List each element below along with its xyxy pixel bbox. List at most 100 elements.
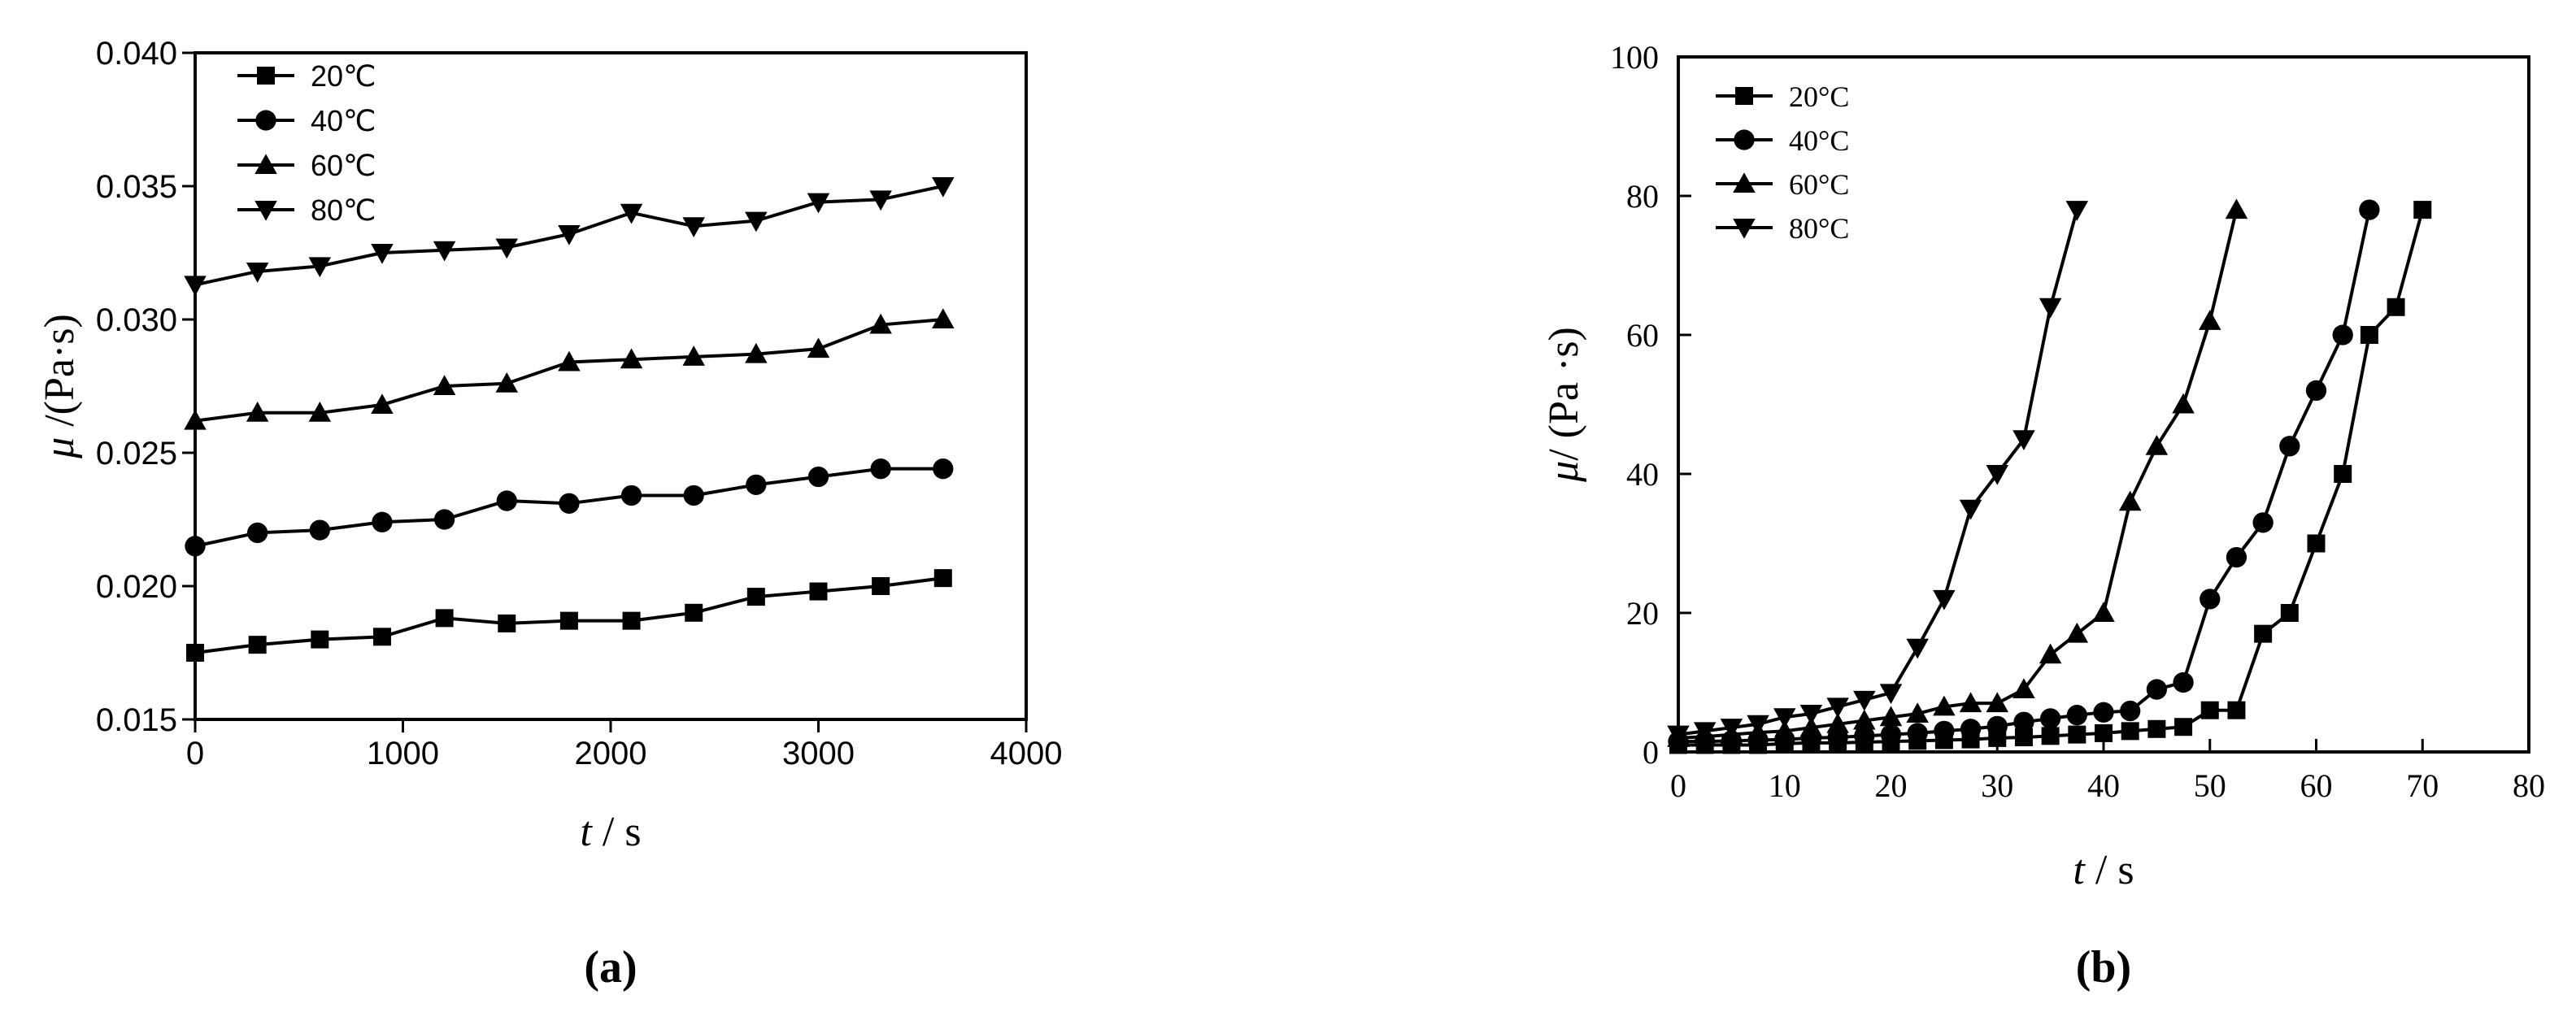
data-point xyxy=(372,511,393,532)
series-4 xyxy=(1667,201,2089,746)
y-tick-label: 100 xyxy=(1610,39,1659,76)
x-axis-title: t / s xyxy=(2073,847,2134,893)
data-point xyxy=(745,211,768,232)
data-point xyxy=(2279,436,2300,457)
data-point xyxy=(2387,298,2405,316)
series-line xyxy=(1677,209,2239,740)
data-point xyxy=(2065,622,2089,643)
data-point xyxy=(682,345,705,366)
data-point xyxy=(933,458,954,480)
data-point xyxy=(807,337,830,358)
series-3 xyxy=(1667,198,2248,747)
legend-marker xyxy=(1735,87,1753,105)
data-point xyxy=(371,244,394,264)
panel-label: (b) xyxy=(2076,942,2131,993)
y-tick-label: 0.040 xyxy=(96,36,177,72)
data-point xyxy=(2068,725,2086,744)
series-3 xyxy=(184,308,955,430)
data-point xyxy=(433,375,456,395)
data-point xyxy=(2013,711,2034,732)
data-point xyxy=(870,458,891,480)
series-line xyxy=(1678,209,2371,744)
data-point xyxy=(746,588,765,606)
legend-label: 60°C xyxy=(1789,168,1849,201)
data-point xyxy=(2039,708,2061,729)
x-tick-label: 20 xyxy=(1875,767,1908,804)
data-point xyxy=(433,509,455,530)
data-point xyxy=(559,611,578,630)
y-tick-label: 0 xyxy=(1643,734,1659,771)
data-point xyxy=(2334,465,2352,483)
y-tick-label: 20 xyxy=(1626,595,1659,632)
legend-label: 40℃ xyxy=(311,104,376,137)
data-point xyxy=(495,238,518,259)
data-point xyxy=(496,490,517,511)
data-point xyxy=(2200,589,2221,610)
data-point xyxy=(1693,722,1717,743)
data-point xyxy=(2173,671,2194,693)
legend-label: 20°C xyxy=(1789,80,1849,113)
data-point xyxy=(2092,602,2115,622)
data-point xyxy=(1854,725,1875,746)
series-4 xyxy=(184,177,955,297)
data-point xyxy=(932,308,955,328)
data-point xyxy=(1826,713,1849,733)
data-point xyxy=(1959,692,1982,713)
legend-marker xyxy=(255,201,277,221)
data-point xyxy=(372,628,391,646)
data-point xyxy=(2014,728,2033,747)
data-point xyxy=(2121,722,2139,741)
series-line xyxy=(1678,209,2425,747)
data-point xyxy=(2146,679,2168,700)
data-point xyxy=(685,603,703,622)
data-point xyxy=(1960,719,1982,740)
data-point xyxy=(622,611,641,630)
data-point xyxy=(1880,723,1902,745)
data-point xyxy=(495,371,518,393)
data-point xyxy=(2359,199,2380,220)
data-point xyxy=(2118,490,2142,511)
legend-marker xyxy=(257,67,275,85)
data-point xyxy=(1906,638,1929,659)
data-point xyxy=(1853,690,1876,711)
data-point xyxy=(309,519,330,541)
data-point xyxy=(2174,718,2193,736)
data-point xyxy=(247,522,268,544)
data-point xyxy=(558,350,581,371)
legend-label: 80°C xyxy=(1789,212,1849,245)
chart-panel-b: 0 10 20 30 40 50 60 70 80 0 20 40 60 80 100 t / s μ/ (Pa… xyxy=(1541,39,2545,993)
y-axis-title: μ /(Pa·s) xyxy=(37,314,83,459)
data-point xyxy=(1799,704,1823,725)
data-point xyxy=(807,193,830,214)
data-point xyxy=(186,644,204,662)
y-axis-unit: / (Pa ·s) xyxy=(1541,327,1587,461)
x-tick-label: 4000 xyxy=(990,736,1063,771)
data-point xyxy=(745,342,768,363)
y-tick-label: 40 xyxy=(1626,456,1659,493)
x-tick-label: 40 xyxy=(2087,767,2120,804)
legend-label: 60℃ xyxy=(311,149,376,182)
legend-marker xyxy=(1733,172,1756,193)
data-point xyxy=(2307,534,2326,553)
data-point xyxy=(433,241,456,262)
data-point xyxy=(1907,723,1928,744)
data-point xyxy=(809,582,828,601)
data-point xyxy=(1720,719,1743,739)
data-point xyxy=(1933,695,1956,716)
x-tick-label: 60 xyxy=(2300,767,2333,804)
data-point xyxy=(2012,678,2035,699)
data-point xyxy=(2413,201,2432,219)
y-tick-label: 80 xyxy=(1626,178,1659,215)
data-point xyxy=(620,203,643,224)
data-point xyxy=(1773,708,1796,728)
data-point xyxy=(2093,702,2114,723)
y-axis-variable: μ xyxy=(37,437,83,459)
chart-panel-a: 0 1000 2000 3000 4000 0.015 0.020 0.025 0.030 0.0… xyxy=(37,36,1062,993)
data-point xyxy=(1799,716,1823,737)
data-point xyxy=(1986,715,2008,737)
data-point xyxy=(2039,298,2062,319)
data-point xyxy=(2199,310,2221,330)
y-tick-label: 0.030 xyxy=(96,302,177,338)
data-point xyxy=(1906,702,1929,723)
